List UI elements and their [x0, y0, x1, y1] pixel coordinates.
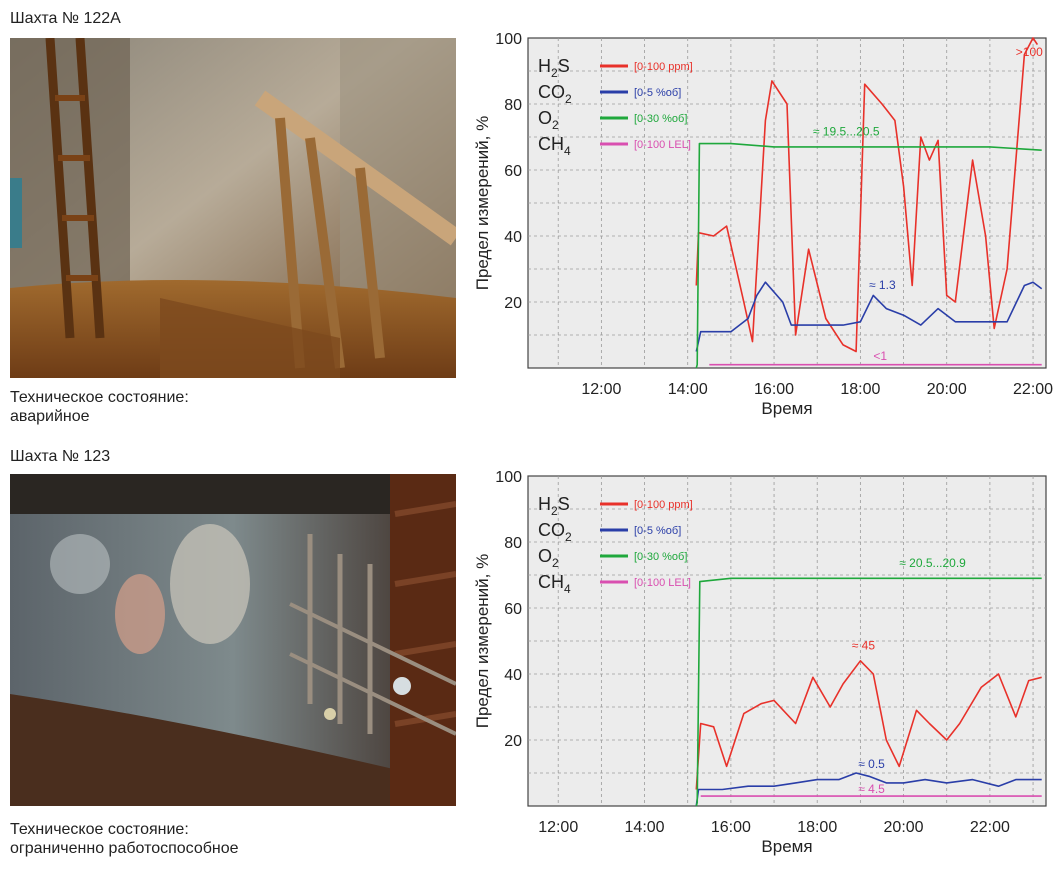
x-tick-label: 16:00 — [754, 381, 794, 398]
x-axis-label: Время — [761, 837, 812, 856]
legend-gas-name: O2 — [538, 546, 559, 570]
x-tick-label: 22:00 — [1013, 381, 1053, 398]
y-tick-label: 100 — [495, 31, 522, 48]
gas-chart-svg: 20 40 60 80 100 12:00 14:00 16:00 18:00 20:00 22:0… — [473, 469, 1047, 856]
legend-range: [0-30 %об] — [634, 113, 687, 125]
annotation-label: ≈ 4.5 — [858, 782, 885, 796]
x-tick-label: 16:00 — [711, 819, 751, 836]
y-tick-label: 80 — [504, 535, 522, 552]
y-tick-label: 40 — [504, 667, 522, 684]
x-tick-label: 20:00 — [884, 819, 924, 836]
legend-range: [0-30 %об] — [634, 551, 687, 563]
gas-chart-svg: 20 40 60 80 100 12:00 14:00 16:00 18:00 20:00 22:0… — [473, 31, 1053, 418]
legend: H2S [0-100 ppm] CO2 [0-5 %об] O2 [0-30 %об] CH… — [538, 494, 693, 596]
legend-gas-name: CO2 — [538, 520, 572, 544]
x-tick-label: 18:00 — [797, 819, 837, 836]
y-tick-label: 20 — [504, 733, 522, 750]
series-line-0 — [695, 37, 1039, 353]
annotation-label: ≈ 19.5...20.5 — [813, 124, 880, 138]
annotation-label: ≈ 0.5 — [858, 757, 885, 771]
series-line-2 — [695, 577, 1042, 807]
shaft-photo-123 — [10, 474, 456, 806]
shaft-title-123: Шахта № 123 — [10, 448, 111, 465]
y-tick-label: 20 — [504, 295, 522, 312]
legend-gas-name: CH4 — [538, 134, 571, 158]
legend-range: [0-100 ppm] — [634, 61, 693, 73]
condition-label: Техническое состояние: — [10, 389, 189, 406]
legend-gas-name: CO2 — [538, 82, 572, 106]
legend: H2S [0-100 ppm] CO2 [0-5 %об] O2 [0-30 %об] CH… — [538, 56, 693, 158]
x-tick-label: 14:00 — [668, 381, 708, 398]
gas-chart-122a: 20 40 60 80 100 12:00 14:00 16:00 18:00 20:00 22:0… — [470, 22, 1060, 442]
condition-value: ограниченно работоспособное — [10, 840, 239, 857]
x-tick-label: 12:00 — [581, 381, 621, 398]
series-line-1 — [695, 772, 1042, 807]
annotation-label: >100 — [1016, 45, 1043, 59]
x-tick-label: 22:00 — [970, 819, 1010, 836]
legend-gas-name: H2S — [538, 56, 570, 80]
annotation-label: ≈ 20.5...20.9 — [899, 556, 966, 570]
legend-gas-name: CH4 — [538, 572, 571, 596]
x-axis-label: Время — [761, 399, 812, 418]
shaft-photo-122a — [10, 38, 456, 378]
x-tick-label: 18:00 — [840, 381, 880, 398]
annotation-label: ≈ 45 — [852, 638, 876, 652]
y-tick-label: 100 — [495, 469, 522, 486]
shaft-title-122a: Шахта № 122А — [10, 10, 121, 27]
grid — [528, 476, 1046, 806]
y-tick-label: 40 — [504, 229, 522, 246]
y-tick-label: 60 — [504, 163, 522, 180]
x-tick-label: 20:00 — [927, 381, 967, 398]
annotation-label: <1 — [873, 349, 887, 363]
condition-value: аварийное — [10, 408, 90, 425]
y-axis-label: Предел измерений, % — [473, 554, 492, 729]
gas-chart-123: 20 40 60 80 100 12:00 14:00 16:00 18:00 20:00 22:0… — [470, 460, 1060, 880]
series-line-2 — [695, 142, 1042, 369]
condition-caption-123: Техническое состояние: ограниченно работ… — [10, 820, 239, 858]
legend-gas-name: H2S — [538, 494, 570, 518]
legend-range: [0-5 %об] — [634, 525, 681, 537]
series-line-1 — [695, 281, 1043, 352]
legend-range: [0-100 LEL] — [634, 577, 691, 589]
x-tick-label: 14:00 — [625, 819, 665, 836]
x-tick-label: 12:00 — [538, 819, 578, 836]
legend-range: [0-100 LEL] — [634, 139, 691, 151]
legend-range: [0-5 %об] — [634, 87, 681, 99]
grid — [528, 38, 1046, 368]
y-axis-label: Предел измерений, % — [473, 116, 492, 291]
condition-label: Техническое состояние: — [10, 821, 189, 838]
condition-caption-122a: Техническое состояние: аварийное — [10, 388, 189, 426]
legend-range: [0-100 ppm] — [634, 499, 693, 511]
series-line-0 — [695, 660, 1042, 790]
y-tick-label: 80 — [504, 97, 522, 114]
legend-gas-name: O2 — [538, 108, 559, 132]
annotation-label: ≈ 1.3 — [869, 278, 896, 292]
y-tick-label: 60 — [504, 601, 522, 618]
